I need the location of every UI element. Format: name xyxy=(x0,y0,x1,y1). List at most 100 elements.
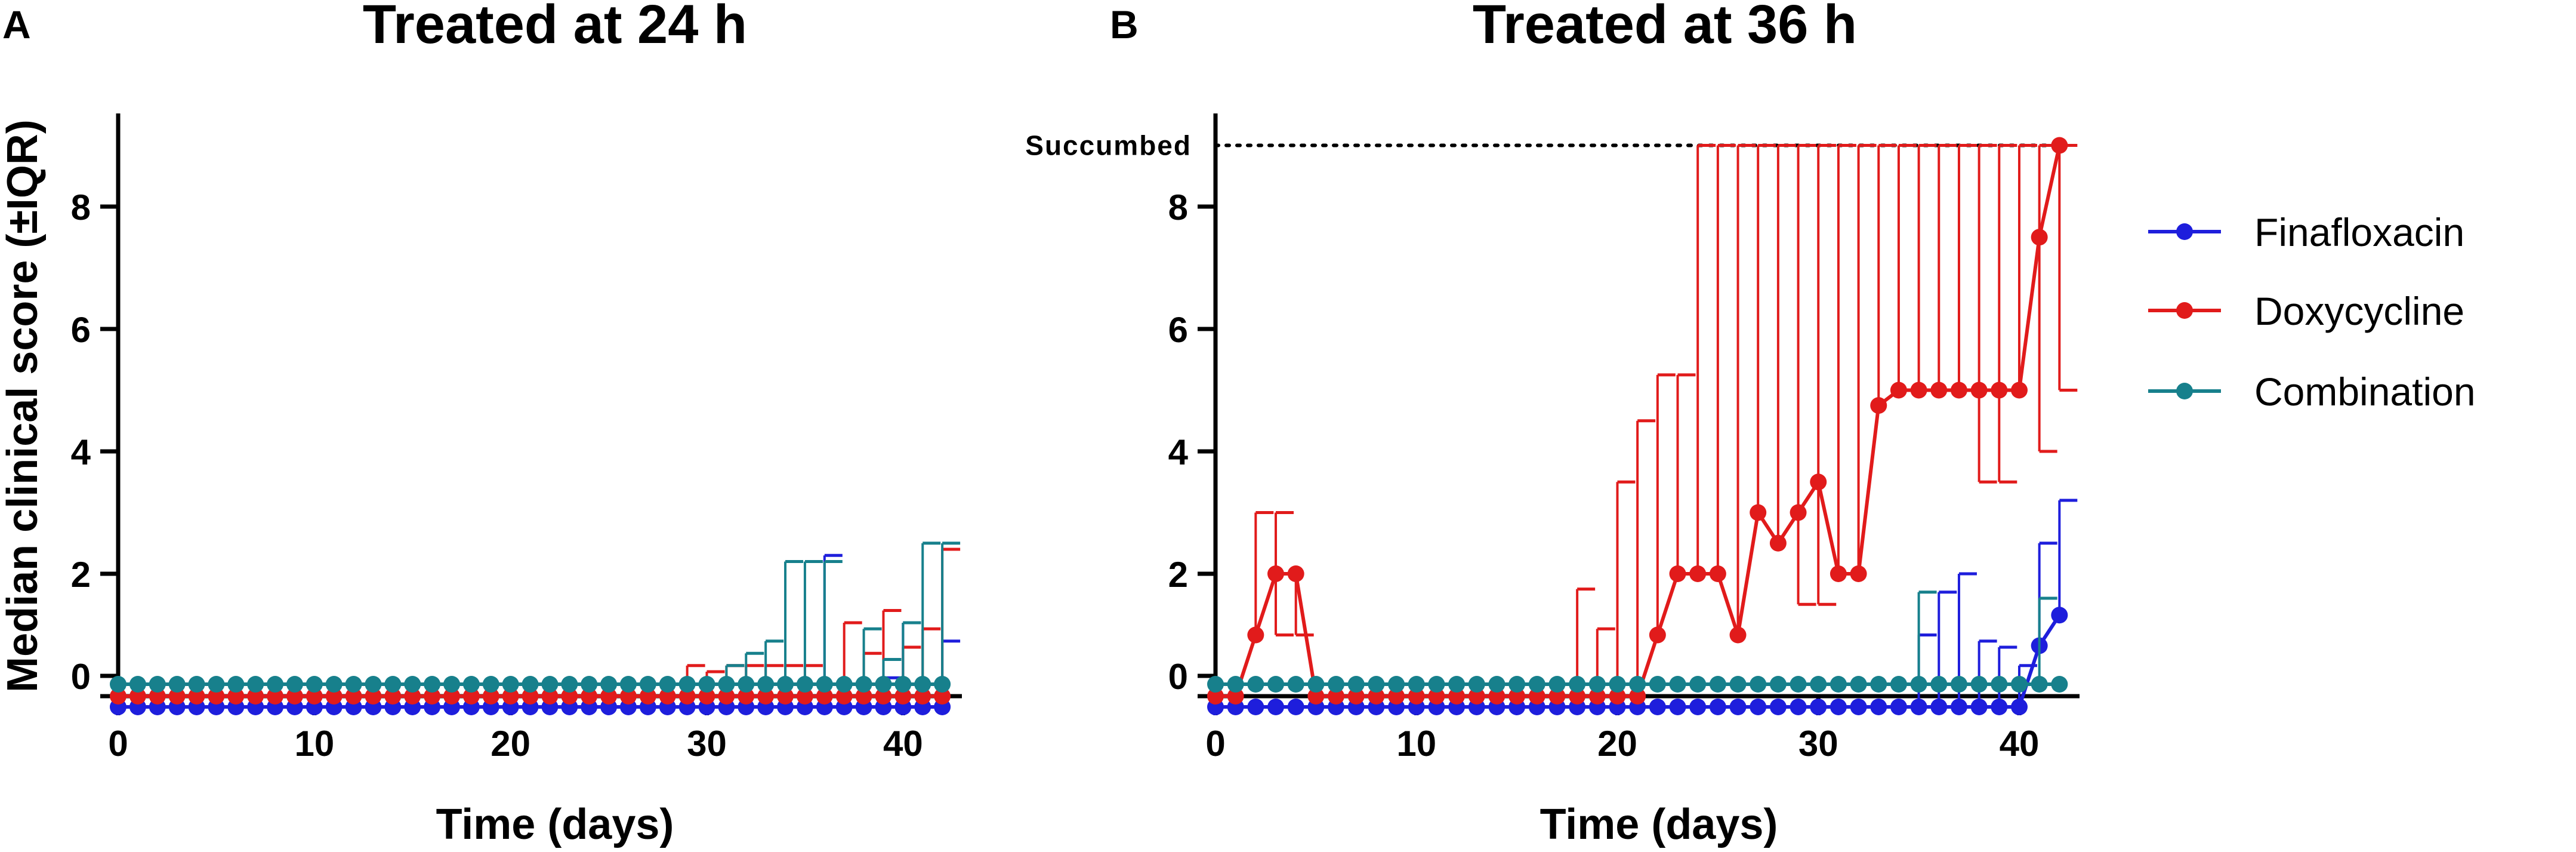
panel-b-combination-point-3 xyxy=(1267,676,1285,693)
panel-b-combination-point-15 xyxy=(1508,676,1526,693)
panel-a-doxycycline-point-25 xyxy=(600,688,618,705)
panel-b-doxycycline-point-29 xyxy=(1790,504,1807,521)
panel-b-doxycycline-point-7 xyxy=(1347,688,1365,705)
panel-a-x-tick-label-20: 20 xyxy=(490,724,530,764)
panel-b-doxycycline-point-6 xyxy=(1328,688,1345,705)
panel-b-doxycycline-point-41 xyxy=(2031,229,2048,246)
panel-b-y-tick-label-4: 4 xyxy=(1168,432,1189,472)
panel-a-combination-point-25 xyxy=(600,676,618,693)
panel-b-combination-point-16 xyxy=(1528,676,1545,693)
panel-b-finafloxacin-point-4 xyxy=(1287,699,1304,715)
panel-a-combination-point-20 xyxy=(502,676,519,693)
panel-a-doxycycline-point-10 xyxy=(306,688,323,705)
panel-a-doxycycline-point-27 xyxy=(639,688,656,705)
panel-a-combination-point-14 xyxy=(384,676,402,693)
panel-a-doxycycline-point-3 xyxy=(168,688,186,705)
panel-b-combination-point-37 xyxy=(1950,676,1967,693)
panel-a-doxycycline-point-2 xyxy=(149,688,166,705)
panel-b-finafloxacin-point-33 xyxy=(1870,699,1887,715)
panel-a-doxycycline-point-11 xyxy=(325,688,343,705)
panel-b-x-tick-label-40: 40 xyxy=(2000,724,2040,764)
panel-b-finafloxacin-point-31 xyxy=(1830,699,1847,715)
panel-b-finafloxacin-point-42 xyxy=(2051,607,2068,624)
panel-a-y-tick-label-4: 4 xyxy=(71,432,91,472)
panel-a-combination-point-41 xyxy=(914,676,931,693)
panel-b-x-tick-label-20: 20 xyxy=(1597,724,1637,764)
panel-b-doxycycline-point-42 xyxy=(2051,137,2068,154)
panel-a-combination-point-23 xyxy=(561,676,578,693)
panel-b-combination-point-32 xyxy=(1850,676,1867,693)
panel-b-combination-point-13 xyxy=(1468,676,1485,693)
panel-b-combination-point-39 xyxy=(1991,676,2008,693)
panel-b-finafloxacin-point-39 xyxy=(1991,699,2008,715)
panel-a-combination-point-36 xyxy=(816,676,833,693)
legend-doxycycline-label: Doxycycline xyxy=(2254,289,2464,333)
panel-b-combination-point-0 xyxy=(1207,676,1224,693)
panel-a-combination-point-26 xyxy=(619,676,637,693)
panel-a-combination-point-13 xyxy=(365,676,382,693)
panel-b-doxycycline-point-27 xyxy=(1750,504,1767,521)
panel-b-doxycycline-point-9 xyxy=(1388,688,1405,705)
panel-b-doxycycline-point-16 xyxy=(1528,688,1545,705)
panel-b-doxycycline-point-5 xyxy=(1307,688,1325,705)
panel-a-y-tick-label-2: 2 xyxy=(71,555,91,595)
panel-b-doxycycline-point-39 xyxy=(1991,382,2008,399)
panel-a: A Treated at 24 h 0 2 4 6 8 0 10 20 30 40 Time (days… xyxy=(0,0,962,848)
panel-b-combination-point-22 xyxy=(1649,676,1666,693)
panel-a-combination-point-28 xyxy=(659,676,676,693)
panel-b-x-tick-label-0: 0 xyxy=(1205,724,1225,764)
panel-b-finafloxacin-point-24 xyxy=(1689,699,1707,715)
panel-a-combination-point-4 xyxy=(188,676,205,693)
panel-b-doxycycline-point-10 xyxy=(1408,688,1425,705)
panel-b-x-tick-label-30: 30 xyxy=(1798,724,1838,764)
panel-b-combination-point-25 xyxy=(1709,676,1726,693)
panel-a-combination-point-15 xyxy=(404,676,421,693)
panel-a-doxycycline-point-18 xyxy=(462,688,480,705)
panel-a-doxycycline-point-24 xyxy=(581,688,598,705)
panel-a-series-combination xyxy=(110,542,961,693)
panel-b-y-tick-label-8: 8 xyxy=(1168,187,1188,227)
panel-b-combination-point-9 xyxy=(1388,676,1405,693)
panel-b-doxycycline-point-22 xyxy=(1649,626,1666,644)
panel-a-doxycycline-point-35 xyxy=(796,688,813,705)
panel-b-y-tick-label-0: 0 xyxy=(1168,657,1188,697)
panel-a-combination-point-19 xyxy=(482,676,499,693)
panel-a-combination-point-27 xyxy=(639,676,656,693)
legend-item-finafloxacin: Finafloxacin xyxy=(2148,210,2464,254)
panel-a-doxycycline-point-29 xyxy=(678,688,696,705)
panel-b-finafloxacin-point-38 xyxy=(1970,699,1988,715)
panel-a-doxycycline-point-40 xyxy=(894,688,912,705)
panel-b-letter: B xyxy=(1110,2,1139,47)
panel-b-combination-point-24 xyxy=(1689,676,1707,693)
panel-b-x-tick-label-10: 10 xyxy=(1396,724,1436,764)
panel-a-y-axis-label: Median clinical score (±IQR) xyxy=(0,119,47,693)
panel-a-combination-point-32 xyxy=(738,676,755,693)
panel-a-doxycycline-point-39 xyxy=(875,688,892,705)
panel-b-combination-point-35 xyxy=(1910,676,1927,693)
panel-a-doxycycline-point-17 xyxy=(443,688,461,705)
panel-b-finafloxacin-point-2 xyxy=(1247,699,1264,715)
panel-b-y-tick-label-2: 2 xyxy=(1168,555,1188,595)
panel-b-doxycycline-point-2 xyxy=(1247,626,1264,644)
panel-a-combination-point-40 xyxy=(894,676,912,693)
panel-a-doxycycline-point-4 xyxy=(188,688,205,705)
panel-a-doxycycline-point-20 xyxy=(502,688,519,705)
panel-a-y-tick-label-6: 6 xyxy=(71,310,91,350)
panel-a-combination-point-29 xyxy=(678,676,696,693)
panel-b: B Treated at 36 h 0 2 4 6 8 0 10 20 30 40 Time (days… xyxy=(1025,0,2080,848)
panel-a-letter: A xyxy=(2,2,31,47)
panel-b-doxycycline-point-21 xyxy=(1629,688,1646,705)
panel-a-combination-point-31 xyxy=(718,676,735,693)
panel-a-combination-point-12 xyxy=(345,676,362,693)
panel-b-doxycycline-point-40 xyxy=(2010,382,2028,399)
panel-b-combination-point-12 xyxy=(1448,676,1466,693)
panel-b-combination-point-17 xyxy=(1548,676,1566,693)
panel-b-doxycycline-point-14 xyxy=(1488,688,1506,705)
panel-b-finafloxacin-point-23 xyxy=(1669,699,1686,715)
panel-a-doxycycline-point-31 xyxy=(718,688,735,705)
panel-a-doxycycline-point-41 xyxy=(914,688,931,705)
panel-a-doxycycline-point-37 xyxy=(835,688,853,705)
panel-b-doxycycline-point-26 xyxy=(1729,626,1747,644)
panel-a-doxycycline-point-8 xyxy=(267,688,284,705)
panel-b-combination-point-26 xyxy=(1729,676,1747,693)
